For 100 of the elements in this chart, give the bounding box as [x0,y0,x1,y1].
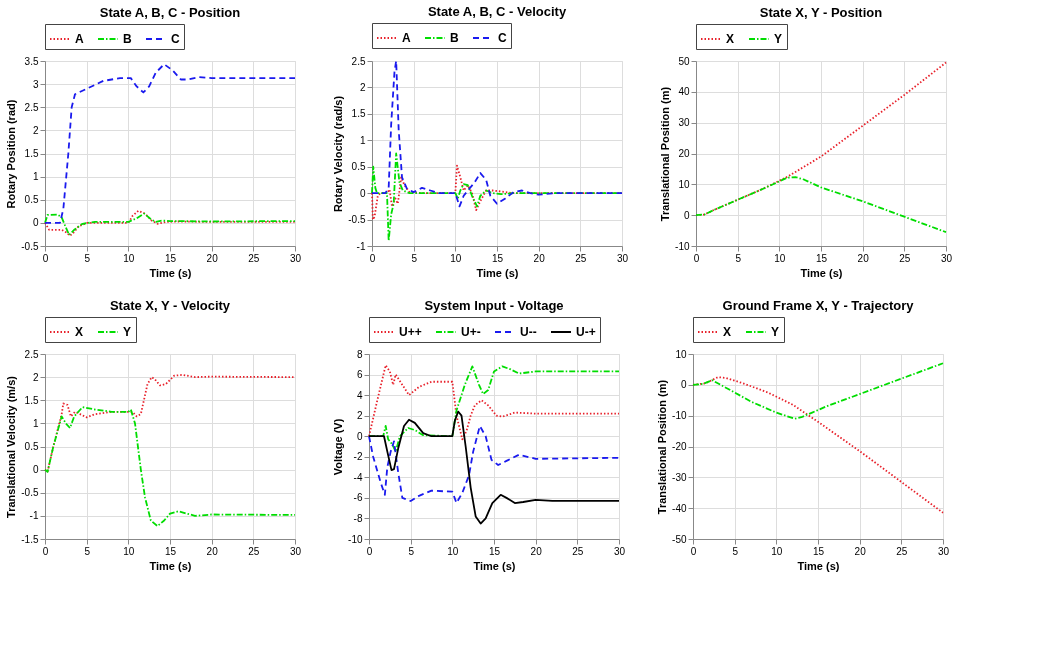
legend-label: U++ [399,325,422,339]
x-tick-label: 15 [812,545,825,557]
x-tick-label: 15 [164,545,177,557]
line-series [368,410,620,525]
chart-title: System Input - Voltage [424,297,564,313]
x-tick-label: 20 [857,252,870,264]
legend-label: B [123,32,132,46]
x-tick-label: 25 [248,252,260,264]
y-tick-label: 4 [356,389,363,401]
x-tick-label: 5 [732,545,739,557]
y-tick-label: 1.5 [24,394,39,406]
y-axis-title: Translational Position (m) [659,86,672,222]
legend-label: C [498,31,507,45]
x-tick-label: 30 [616,252,629,264]
y-tick-label: 1.5 [24,148,39,159]
y-tick-label: 2.5 [24,101,39,113]
legend-label: U-+ [576,325,596,339]
y-axis-title: Rotary Position (rad) [5,99,18,209]
x-tick-label: 5 [84,252,91,264]
y-tick-label: 0.5 [351,161,366,173]
legend-label: A [402,31,411,45]
y-tick-label: 0.5 [24,194,39,206]
y-tick-label: 2 [32,371,39,383]
y-tick-label: 2.5 [24,348,39,360]
y-tick-label: 8 [356,348,363,360]
x-tick-label: 15 [491,252,504,264]
legend-label: U-- [520,325,537,339]
y-tick-label: -50 [672,533,687,545]
x-tick-label: 20 [533,252,546,264]
y-tick-label: -1.5 [21,533,39,545]
line-series [692,362,944,420]
x-tick-label: 10 [447,545,459,557]
chart-title: State X, Y - Position [759,4,883,20]
x-tick-label: 5 [408,545,415,557]
legend-label: U+- [461,325,481,339]
x-tick-label: 10 [774,252,786,264]
y-tick-label: 50 [678,55,690,67]
y-tick-label: 2.5 [351,55,366,67]
y-tick-label: 0 [680,379,687,391]
y-axis-title: Voltage (V) [332,418,345,476]
y-tick-label: 30 [678,117,690,129]
y-tick-label: -1 [29,510,39,522]
x-axis-title: Time (s) [473,559,516,572]
x-axis-title: Time (s) [149,559,192,572]
chart-title: State X, Y - Velocity [109,297,231,313]
y-tick-label: -4 [353,471,363,483]
y-tick-label: -10 [675,240,690,252]
x-tick-label: 0 [369,252,376,264]
x-axis-title: Time (s) [797,559,840,572]
legend-label: Y [123,325,132,339]
y-tick-label: 2 [32,124,39,136]
line-series [695,176,947,234]
x-tick-label: 15 [488,545,501,557]
y-tick-label: -6 [353,492,363,504]
y-tick-label: 0 [359,187,366,199]
y-tick-label: 0 [32,464,39,476]
line-series [44,406,296,527]
x-tick-label: 0 [42,252,49,264]
y-tick-label: -20 [672,441,687,452]
x-tick-label: 30 [940,252,953,264]
x-tick-label: 0 [693,252,700,264]
y-tick-label: 1 [32,417,39,429]
legend-label: X [726,32,735,46]
legend-label: Y [774,32,783,46]
x-tick-label: 5 [84,545,91,557]
y-tick-label: 0.5 [24,441,39,452]
line-series [368,425,620,504]
legend-label: A [75,32,84,46]
y-tick-label: 6 [356,369,363,381]
y-tick-label: -0.5 [21,240,39,252]
x-axis-title: Time (s) [476,266,519,279]
y-tick-label: 2 [356,410,363,422]
y-tick-label: -0.5 [348,214,366,226]
x-tick-label: 15 [164,252,177,264]
y-tick-label: 0 [683,209,690,221]
x-tick-label: 10 [771,545,783,557]
y-tick-label: 10 [675,348,687,360]
y-tick-label: -2 [353,451,363,463]
x-tick-label: 20 [206,252,219,264]
x-tick-label: 10 [450,252,462,264]
x-tick-label: 15 [815,252,828,264]
x-tick-label: 25 [572,545,584,557]
x-tick-label: 30 [289,545,302,557]
x-tick-label: 5 [735,252,742,264]
x-axis-title: Time (s) [149,266,192,279]
y-tick-label: -10 [348,533,363,545]
x-tick-label: 10 [123,252,135,264]
chart-title: State A, B, C - Velocity [427,3,567,19]
y-tick-label: -10 [672,410,687,422]
y-tick-label: -8 [353,512,363,524]
x-tick-label: 20 [206,545,219,557]
x-tick-label: 30 [289,252,302,264]
x-tick-label: 30 [937,545,950,557]
y-tick-label: -30 [672,471,687,483]
y-tick-label: 40 [678,86,690,98]
x-axis-title: Time (s) [800,266,843,279]
y-tick-label: 3 [32,78,39,90]
y-tick-label: 3.5 [24,55,39,67]
chart-title: State A, B, C - Position [99,4,241,20]
x-tick-label: 25 [896,545,908,557]
